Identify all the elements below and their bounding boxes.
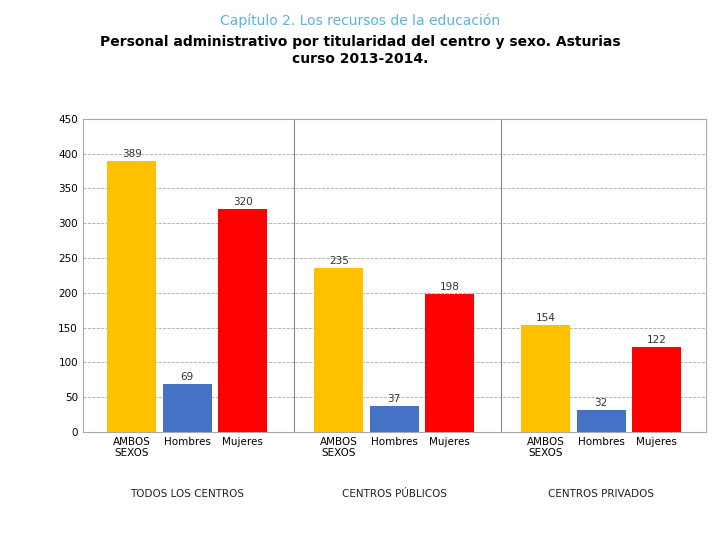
- Text: 198: 198: [440, 282, 459, 292]
- Text: 154: 154: [536, 313, 556, 323]
- Text: 69: 69: [181, 372, 194, 382]
- Bar: [107, 161, 156, 432]
- Bar: [521, 325, 570, 432]
- Text: CENTROS PÚBLICOS: CENTROS PÚBLICOS: [342, 489, 446, 499]
- Text: TODOS LOS CENTROS: TODOS LOS CENTROS: [130, 489, 244, 499]
- Text: Personal administrativo por titularidad del centro y sexo. Asturias
curso 2013-2: Personal administrativo por titularidad …: [99, 35, 621, 66]
- Bar: [577, 410, 626, 432]
- Text: 320: 320: [233, 197, 253, 207]
- Bar: [426, 294, 474, 432]
- Text: 122: 122: [647, 335, 667, 345]
- Bar: [315, 268, 363, 432]
- Text: Capítulo 2. Los recursos de la educación: Capítulo 2. Los recursos de la educación: [220, 14, 500, 28]
- Text: 389: 389: [122, 149, 142, 159]
- Bar: [370, 406, 418, 432]
- Bar: [632, 347, 681, 432]
- Bar: [218, 210, 267, 432]
- Text: 235: 235: [329, 256, 348, 266]
- Text: 37: 37: [387, 394, 401, 404]
- Text: 32: 32: [595, 397, 608, 408]
- Bar: [163, 384, 212, 432]
- Text: CENTROS PRIVADOS: CENTROS PRIVADOS: [548, 489, 654, 499]
